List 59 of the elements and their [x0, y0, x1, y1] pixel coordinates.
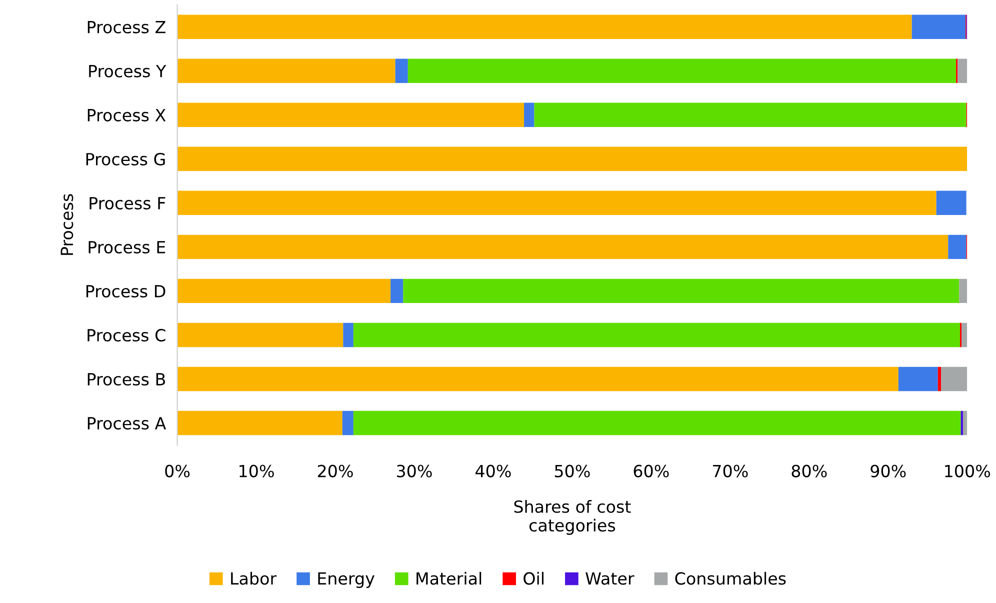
- y-tick-label: Process A: [88, 417, 166, 430]
- bar: [390, 278, 404, 304]
- bar: [353, 410, 961, 436]
- bar: [958, 58, 968, 83]
- bar: [936, 190, 966, 216]
- bar: [353, 322, 960, 348]
- bar: [938, 366, 942, 392]
- x-axis-title: Shares of cost categories: [514, 500, 631, 535]
- x-tick-label: 80%: [792, 464, 827, 478]
- bar: [962, 322, 968, 348]
- y-tick-label: Process Y: [89, 65, 166, 78]
- bar: [403, 278, 960, 304]
- bar: [395, 58, 408, 83]
- y-tick-label: Process F: [90, 197, 166, 210]
- y-tick-label: Process X: [88, 109, 166, 122]
- x-tick-label: 60%: [634, 464, 669, 478]
- bar: [963, 410, 968, 436]
- bar: [898, 366, 938, 392]
- x-tick-label: 100%: [945, 464, 990, 478]
- bar: [177, 14, 912, 39]
- x-tick-label: 90%: [870, 464, 906, 478]
- bar: [948, 234, 966, 260]
- bar: [177, 410, 342, 436]
- legend-label: Energy: [318, 572, 374, 588]
- bar: [343, 322, 354, 348]
- bar: [177, 58, 396, 83]
- y-tick-label: Process C: [88, 328, 166, 342]
- bar: [524, 102, 534, 127]
- legend-label: Consumables: [675, 572, 786, 585]
- legend-label: Labor: [231, 572, 277, 585]
- x-tick-label: 50%: [554, 464, 590, 478]
- x-tick-label: 20%: [318, 464, 353, 478]
- bar: [959, 278, 968, 304]
- bar: [177, 146, 968, 171]
- x-tick-label: 10%: [240, 464, 274, 478]
- bar: [941, 366, 968, 392]
- legend-label: Water: [586, 572, 634, 585]
- y-tick-label: Process Z: [88, 21, 166, 34]
- y-tick-label: Process D: [86, 285, 166, 298]
- x-tick-label: 40%: [476, 464, 511, 478]
- x-tick-label: 70%: [713, 464, 748, 478]
- x-tick-label: 0%: [165, 464, 190, 478]
- y-axis-title: Process: [60, 194, 74, 255]
- y-tick-label: Process G: [86, 152, 165, 166]
- bar: [177, 278, 391, 304]
- bar: [177, 234, 948, 260]
- bar: [177, 322, 344, 348]
- bar: [177, 366, 898, 392]
- bar: [534, 102, 966, 127]
- bar: [912, 14, 966, 39]
- x-tick-label: 30%: [396, 464, 432, 478]
- bar: [177, 102, 524, 127]
- bar: [342, 410, 354, 436]
- y-tick-label: Process E: [88, 241, 166, 254]
- legend-label: Oil: [524, 572, 544, 585]
- legend-label: Material: [416, 572, 482, 585]
- y-tick-label: Process B: [88, 373, 165, 386]
- bar: [177, 190, 936, 216]
- bar: [408, 58, 956, 83]
